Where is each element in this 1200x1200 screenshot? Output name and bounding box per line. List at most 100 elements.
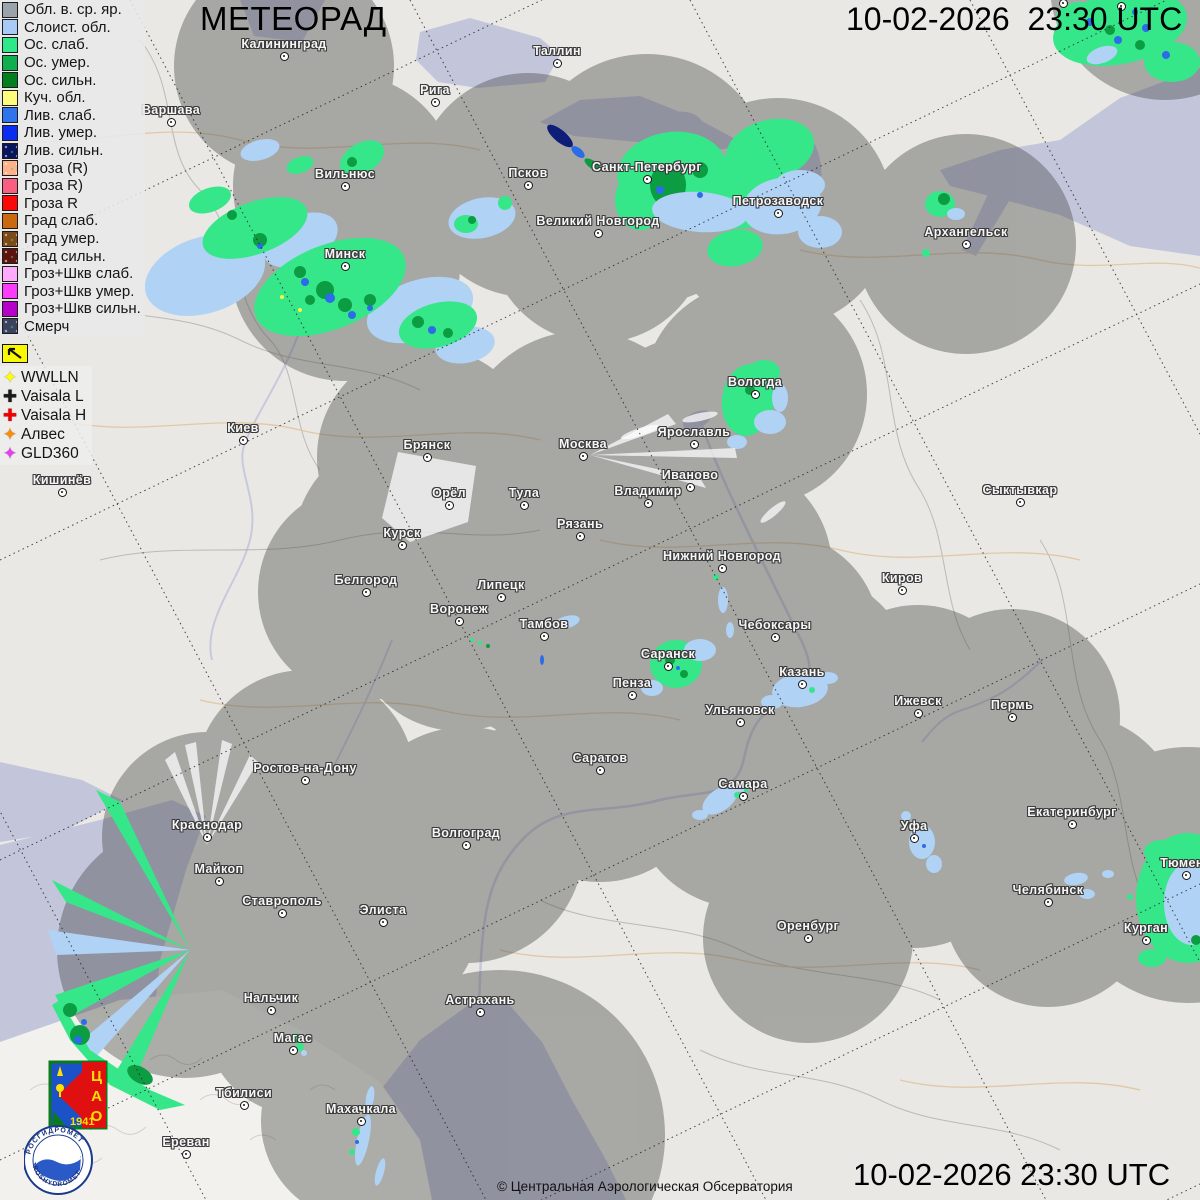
city-dot — [1067, 819, 1077, 829]
city-label: Калининград — [241, 37, 327, 51]
legend-color-swatch — [2, 107, 18, 124]
city-dot — [738, 791, 748, 801]
city-label: Ульяновск — [705, 703, 775, 717]
legend-color-swatch — [2, 212, 18, 229]
city-dot — [961, 239, 971, 249]
city-label: Оренбург — [776, 919, 840, 933]
city-label: Элиста — [359, 903, 407, 917]
legend-color-swatch — [2, 19, 18, 36]
city-label: Вильнюс — [314, 167, 376, 181]
lightning-network-item: ✦ GLD360 — [1, 444, 86, 463]
legend-item-label: Град умер. — [24, 230, 100, 248]
legend-item-label: Град сильн. — [24, 247, 106, 265]
city-dot — [909, 833, 919, 843]
city-label: Саранск — [640, 647, 696, 661]
city-label: Ростов-на-Дону — [253, 761, 357, 775]
city-label: Тамбов — [519, 617, 569, 631]
city-dot — [279, 51, 289, 61]
legend-item: Лив. умер. — [2, 124, 141, 142]
city-label: Ярославль — [657, 425, 731, 439]
city-label: Саратов — [572, 751, 628, 765]
city-dot — [1015, 497, 1025, 507]
legend-color-swatch — [2, 142, 18, 159]
city-dot — [1116, 1, 1126, 11]
lightning-marker-icon: ✚ — [2, 386, 18, 406]
city-dot — [578, 451, 588, 461]
lightning-network-item: ✦ WWLLN — [1, 368, 86, 387]
city-dot — [750, 389, 760, 399]
city-dot — [519, 500, 529, 510]
city-label: Таллин — [533, 44, 581, 58]
legend-item-label: Гроз+Шкв слаб. — [24, 265, 134, 283]
lightning-network-item: ✚ Vaisala L — [1, 387, 86, 406]
city-label: Рига — [420, 83, 450, 97]
city-dot — [454, 616, 464, 626]
city-label: Воронеж — [430, 602, 488, 616]
city-dot — [773, 208, 783, 218]
legend-item-label: Гроз+Шкв умер. — [24, 282, 135, 300]
city-dot — [717, 563, 727, 573]
legend-item: Лив. слаб. — [2, 107, 141, 125]
lightning-network-label: Алвес — [21, 425, 65, 443]
city-label: Великий Новгород — [536, 214, 660, 228]
city-dot — [1007, 712, 1017, 722]
lightning-networks-legend: ✦ WWLLN ✚ Vaisala L ✚ Vaisala H ✦ Алвес ✦ GLD360 — [0, 366, 93, 465]
city-label: Тюмень — [1160, 856, 1200, 870]
city-label: Санкт-Петербург — [592, 160, 702, 174]
city-label: Пермь — [990, 698, 1034, 712]
city-dot — [277, 908, 287, 918]
city-dot — [1058, 0, 1068, 8]
legend-item: Гроза R — [2, 195, 141, 213]
city-label: Владимир — [614, 484, 682, 498]
city-dot — [266, 1005, 276, 1015]
city-dot — [238, 435, 248, 445]
city-label: Рязань — [556, 517, 604, 531]
city-label: Псков — [508, 166, 548, 180]
city-dot — [288, 1045, 298, 1055]
city-label: Нижний Новгород — [662, 549, 782, 563]
radar-coverage-circle — [205, 925, 395, 1115]
city-label: Петрозаводск — [732, 194, 824, 208]
legend-color-swatch — [2, 124, 18, 141]
lightning-network-label: Vaisala H — [21, 406, 87, 424]
city-dot — [685, 482, 695, 492]
legend-item-label: Лив. умер. — [24, 124, 98, 142]
legend-item-label: Лив. сильн. — [24, 142, 104, 160]
legend-item-label: Ос. слаб. — [24, 36, 89, 54]
city-label: Ереван — [162, 1135, 210, 1149]
city-dot — [1181, 870, 1191, 880]
city-label: Архангельск — [924, 225, 1008, 239]
city-dot — [361, 587, 371, 597]
lightning-marker-icon: ✦ — [2, 367, 18, 387]
city-label: Липецк — [477, 578, 525, 592]
city-label: Варшава — [141, 103, 201, 117]
legend-item: Ос. слаб. — [2, 36, 141, 54]
legend-item: Гроз+Шкв умер. — [2, 283, 141, 301]
legend-item: Ос. умер. — [2, 54, 141, 72]
legend-item-label: Смерч — [24, 317, 70, 335]
city-label: Махачкала — [325, 1102, 397, 1116]
city-label: Минск — [324, 247, 366, 261]
city-dot — [422, 452, 432, 462]
legend-item: Лив. сильн. — [2, 142, 141, 160]
copyright-note: © Центральная Аэрологическая Обсерватори… — [497, 1179, 793, 1194]
city-label: Тбилиси — [215, 1086, 273, 1100]
city-label: Орёл — [432, 486, 466, 500]
city-label: Брянск — [403, 438, 451, 452]
city-label: Уфа — [900, 819, 928, 833]
badge-cao-text: ЦАО — [88, 1068, 105, 1128]
roshydromet-emblem: РОСГИДРОМЕТ ROSHYDROMET — [24, 1125, 93, 1195]
legend-item-label: Лив. слаб. — [24, 106, 96, 124]
legend-item: Гроза (R) — [2, 159, 141, 177]
city-dot — [735, 717, 745, 727]
city-dot — [181, 1149, 191, 1159]
city-dot — [57, 487, 67, 497]
legend-item-label: Гроза R) — [24, 177, 84, 195]
city-label: Казань — [779, 665, 825, 679]
city-label: Вологда — [727, 375, 783, 389]
legend-color-swatch — [2, 283, 18, 300]
tornado-marker-icon — [2, 344, 28, 363]
city-dot — [770, 632, 780, 642]
city-label: Сыктывкар — [982, 483, 1058, 497]
